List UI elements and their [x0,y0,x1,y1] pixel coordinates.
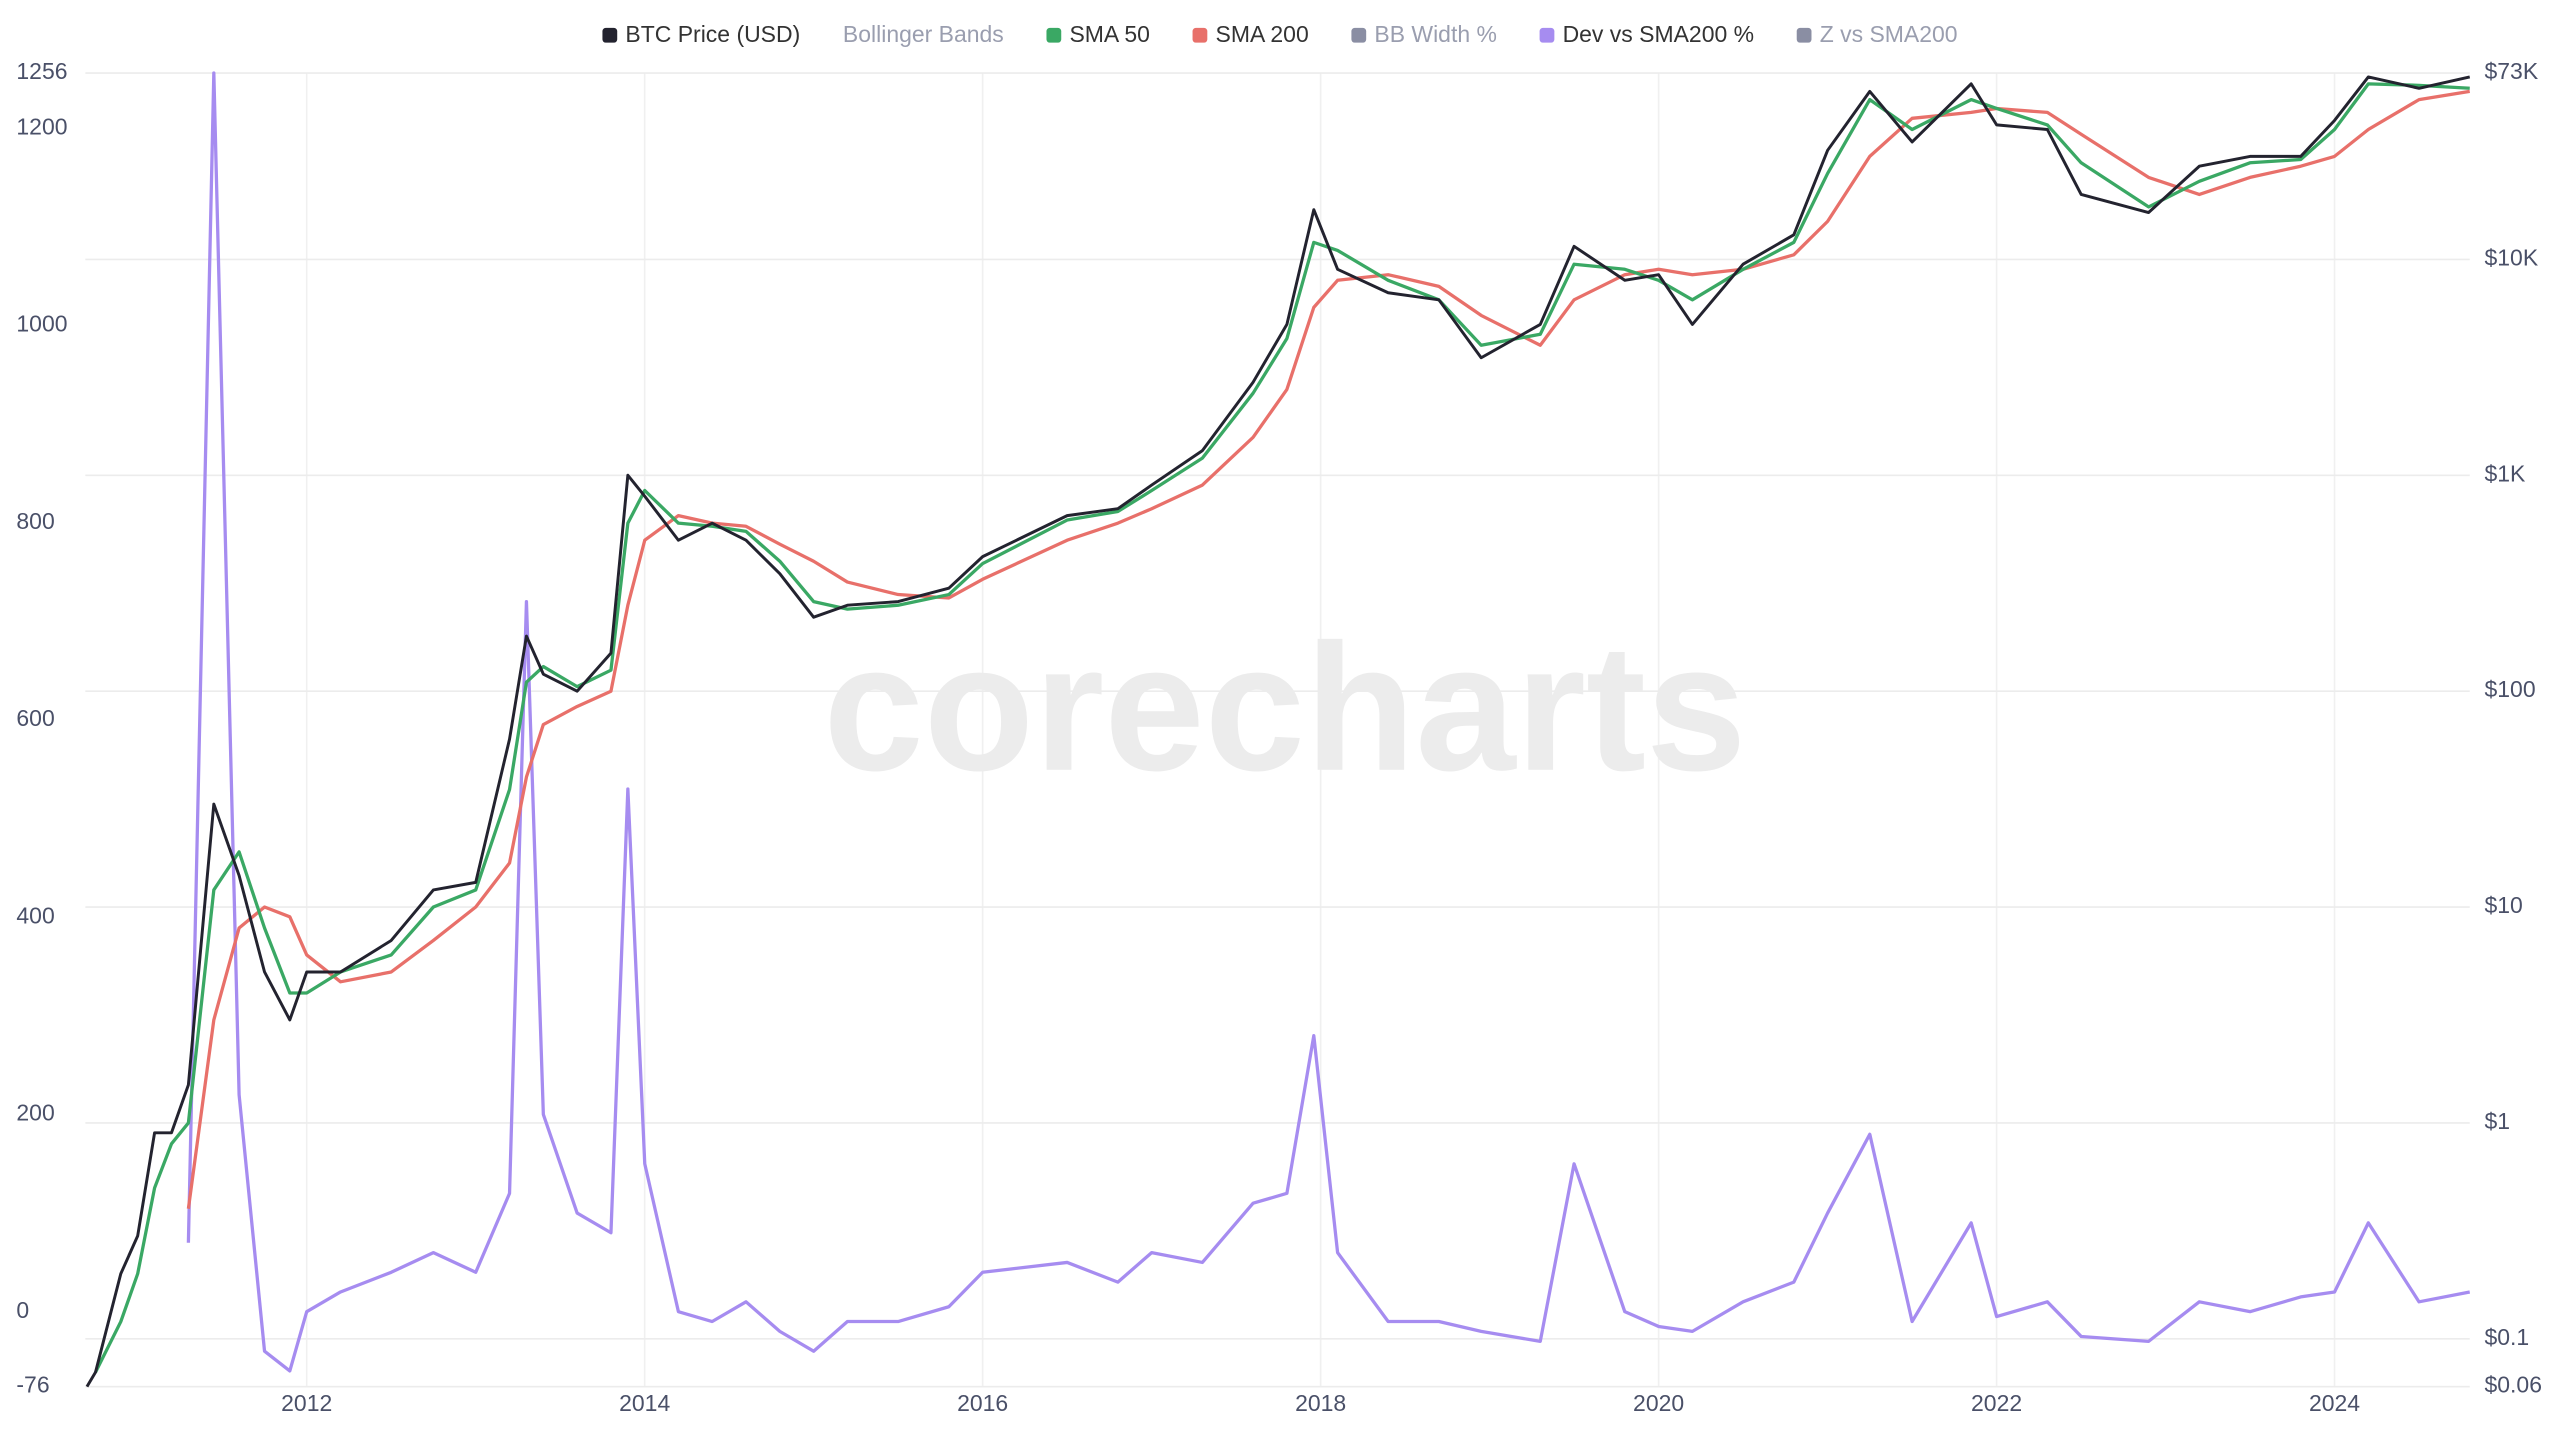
y-tick-label: 200 [16,1100,54,1126]
legend-swatch [1539,27,1555,43]
legend-item[interactable]: Bollinger Bands [843,21,1004,47]
y-tick-label: 600 [16,705,54,731]
legend-item[interactable]: Z vs SMA200 [1796,21,1958,47]
legend-label: Z vs SMA200 [1820,21,1958,47]
series-line [85,75,2471,1388]
y-tick-label: 0 [16,1297,29,1323]
legend-item[interactable]: BB Width % [1351,21,1497,47]
legend-swatch [602,27,618,43]
legend-label: SMA 50 [1069,21,1149,47]
x-tick-label: 2014 [619,1390,670,1416]
y-tick-label: 800 [16,508,54,534]
legend-label: Bollinger Bands [843,21,1004,47]
x-tick-label: 2020 [1633,1390,1684,1416]
series-line [186,71,2471,1373]
watermark: corecharts [823,608,1746,809]
y2-tick-label: $0.06 [2485,1372,2542,1398]
y-tick-label: -76 [16,1372,49,1398]
y-tick-label: 1200 [16,113,67,139]
y2-tick-label: $10 [2485,892,2523,918]
legend-label: Dev vs SMA200 % [1563,21,1754,47]
y-tick-label: 400 [16,902,54,928]
legend-label: SMA 200 [1216,21,1309,47]
y-tick-label: 1000 [16,311,67,337]
legend-swatch [1351,27,1367,43]
y2-tick-label: $1K [2485,460,2527,486]
legend-swatch [1192,27,1208,43]
y2-tick-label: $0.1 [2485,1324,2530,1350]
x-tick-label: 2012 [281,1390,332,1416]
legend: BTC Price (USD) Bollinger Bands SMA 50 SMA … [602,21,1958,47]
y2-tick-label: $10K [2485,244,2539,270]
series-line [186,89,2471,1209]
legend-item[interactable]: Dev vs SMA200 % [1539,21,1754,47]
legend-swatch [1796,27,1812,43]
y2-tick-label: $73K [2485,58,2539,84]
y2-tick-label: $1 [2485,1108,2511,1134]
legend-label: BB Width % [1374,21,1497,47]
legend-item[interactable]: SMA 50 [1046,21,1150,47]
legend-item[interactable]: SMA 200 [1192,21,1309,47]
x-tick-label: 2022 [1971,1390,2022,1416]
y-tick-label: 1256 [16,58,67,84]
x-tick-label: 2018 [1295,1390,1346,1416]
legend-label: BTC Price (USD) [625,21,800,47]
x-tick-label: 2016 [957,1390,1008,1416]
y2-tick-label: $100 [2485,676,2536,702]
legend-swatch [1046,27,1062,43]
legend-item[interactable]: BTC Price (USD) [602,21,800,47]
grid [85,72,2470,1388]
x-tick-label: 2024 [2309,1390,2360,1416]
